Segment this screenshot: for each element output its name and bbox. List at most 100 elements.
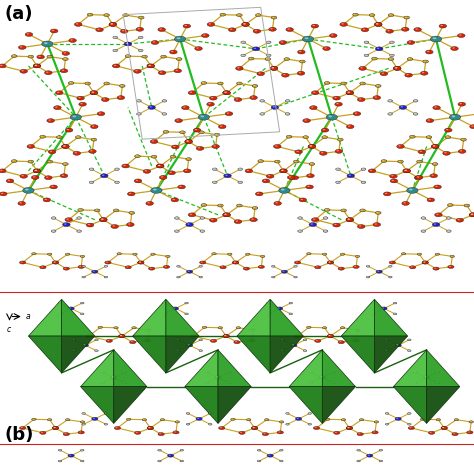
Circle shape [177, 276, 180, 278]
Circle shape [253, 207, 255, 208]
Circle shape [462, 139, 464, 140]
Circle shape [87, 13, 93, 16]
Circle shape [234, 98, 242, 101]
Circle shape [97, 28, 100, 30]
Circle shape [394, 302, 395, 303]
Circle shape [180, 131, 185, 134]
Circle shape [257, 449, 261, 451]
Circle shape [56, 136, 62, 139]
Circle shape [389, 113, 390, 114]
Circle shape [251, 219, 254, 220]
Circle shape [267, 313, 269, 314]
Circle shape [295, 417, 302, 420]
Circle shape [281, 170, 283, 171]
Circle shape [106, 262, 108, 263]
Circle shape [338, 139, 340, 140]
Circle shape [201, 115, 204, 117]
Circle shape [336, 181, 340, 183]
Circle shape [270, 28, 273, 29]
Circle shape [280, 169, 287, 173]
Polygon shape [237, 336, 270, 373]
Circle shape [324, 209, 330, 211]
Circle shape [408, 339, 411, 341]
Circle shape [19, 261, 26, 264]
Circle shape [420, 71, 428, 75]
Circle shape [348, 174, 351, 176]
Circle shape [196, 146, 204, 150]
Circle shape [86, 82, 88, 83]
Circle shape [402, 201, 410, 205]
Circle shape [389, 276, 391, 277]
Circle shape [259, 266, 262, 267]
Circle shape [137, 100, 139, 101]
Circle shape [70, 114, 82, 120]
Circle shape [291, 176, 299, 180]
Circle shape [281, 339, 284, 341]
Circle shape [316, 266, 318, 267]
Circle shape [418, 161, 419, 162]
Circle shape [225, 112, 233, 116]
Circle shape [252, 84, 258, 87]
Circle shape [286, 412, 289, 414]
Circle shape [410, 135, 415, 138]
Circle shape [328, 262, 330, 263]
Circle shape [47, 55, 53, 58]
Circle shape [82, 412, 85, 414]
Circle shape [383, 192, 391, 196]
Circle shape [390, 174, 397, 178]
Circle shape [116, 168, 117, 169]
Circle shape [372, 313, 373, 314]
Circle shape [281, 41, 283, 43]
Circle shape [373, 223, 381, 227]
Circle shape [79, 266, 82, 267]
Circle shape [286, 100, 288, 101]
Circle shape [289, 176, 292, 178]
Circle shape [62, 70, 64, 71]
Circle shape [163, 130, 169, 133]
Circle shape [260, 100, 264, 102]
Circle shape [299, 72, 301, 73]
Circle shape [209, 423, 212, 425]
Circle shape [183, 107, 185, 108]
Circle shape [177, 339, 179, 340]
Circle shape [327, 335, 334, 337]
Circle shape [89, 181, 94, 183]
Circle shape [82, 265, 85, 267]
Polygon shape [374, 336, 408, 373]
Circle shape [469, 213, 474, 217]
Circle shape [280, 449, 283, 451]
Circle shape [137, 113, 139, 114]
Circle shape [101, 98, 109, 101]
Circle shape [54, 427, 55, 428]
Circle shape [401, 106, 403, 108]
Circle shape [286, 27, 293, 31]
Circle shape [110, 23, 113, 25]
Circle shape [54, 262, 55, 263]
Circle shape [374, 22, 382, 27]
Circle shape [370, 14, 372, 15]
Circle shape [158, 460, 160, 461]
Circle shape [267, 454, 273, 457]
Circle shape [52, 217, 54, 218]
Circle shape [364, 41, 369, 44]
Circle shape [200, 350, 201, 351]
Circle shape [163, 302, 164, 303]
Circle shape [442, 427, 444, 428]
Circle shape [260, 255, 265, 257]
Circle shape [182, 106, 189, 109]
Circle shape [265, 419, 267, 420]
Circle shape [252, 207, 258, 210]
Circle shape [308, 423, 311, 425]
Circle shape [267, 302, 269, 303]
Circle shape [422, 72, 424, 73]
Circle shape [335, 432, 337, 433]
Circle shape [432, 163, 438, 165]
Circle shape [253, 85, 255, 86]
Circle shape [180, 460, 183, 462]
Circle shape [219, 125, 226, 128]
Circle shape [395, 67, 397, 68]
Circle shape [259, 160, 261, 161]
Circle shape [253, 427, 255, 428]
Circle shape [302, 36, 314, 42]
Circle shape [334, 431, 340, 434]
